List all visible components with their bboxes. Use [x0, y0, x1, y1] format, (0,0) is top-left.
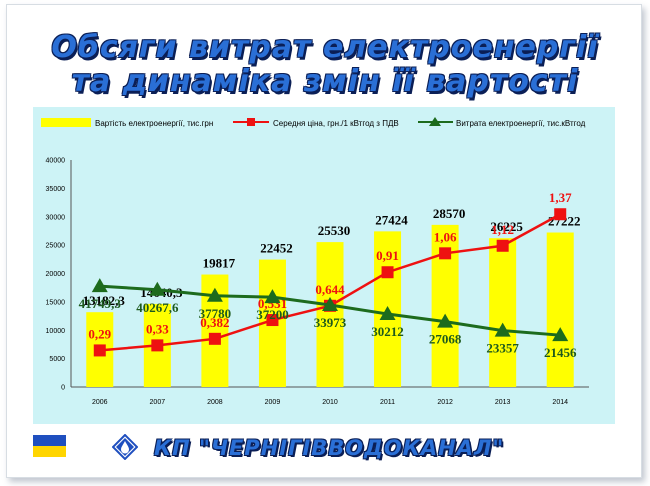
- bar: [546, 232, 574, 387]
- x-tick-label: 2009: [265, 399, 281, 406]
- y-tick-label: 0: [61, 385, 65, 392]
- legend-label-cost: Вартість електроенергії, тис.грн: [95, 119, 213, 128]
- price-marker: [93, 344, 106, 357]
- consumption-marker: [437, 313, 454, 328]
- consumption-value-label: 30212: [371, 324, 404, 339]
- y-tick-label: 40000: [46, 158, 66, 165]
- slide-title-line1: Обсяги витрат електроенергії: [51, 30, 599, 65]
- price-marker: [151, 339, 164, 352]
- consumption-data-labels: 41749,3 40267,6 37780 37200 33973 30212 27068 2…: [79, 296, 577, 360]
- price-marker: [496, 239, 509, 252]
- price-value-label: 1,06: [434, 229, 457, 244]
- consumption-value-label: 41749,3: [79, 296, 122, 311]
- bar-value-label: 27424: [375, 212, 408, 227]
- y-tick-label: 15000: [46, 299, 66, 306]
- price-value-label: 0,382: [200, 315, 229, 330]
- consumption-marker: [264, 289, 281, 304]
- price-value-label: 0,531: [258, 296, 287, 311]
- consumption-marker: [149, 281, 166, 296]
- legend-marker-price: [247, 118, 255, 126]
- y-tick-label: 35000: [46, 186, 66, 193]
- x-tick-label: 2007: [150, 399, 166, 406]
- price-marker: [439, 247, 452, 260]
- x-tick-labels: 2006 2007 2008 2009 2010 2011 2012 2013 2014: [92, 399, 568, 406]
- bar-value-label: 25530: [318, 223, 351, 238]
- consumption-value-label: 23357: [486, 341, 519, 356]
- consumption-marker: [322, 296, 338, 311]
- bar-value-label: 28570: [433, 206, 466, 221]
- bar-value-label: 26225: [490, 219, 523, 234]
- legend-swatch-bar: [41, 118, 91, 127]
- x-tick-label: 2014: [552, 399, 568, 406]
- y-tick-label: 30000: [46, 214, 66, 221]
- bar-data-labels: 13182,314640,319817224522553027424285702…: [83, 206, 581, 308]
- legend-marker-consumption: [429, 117, 441, 126]
- price-data-labels: 0,29 0,33 0,382 0,531 0,644 0,91 1,06 1,12 1,37: [88, 190, 572, 341]
- slide-title-line2: та динаміка змін її вартості: [71, 64, 579, 99]
- price-value-label: 0,29: [88, 326, 111, 341]
- consumption-value-label: 37200: [256, 307, 289, 322]
- price-marker: [208, 332, 221, 345]
- x-tick-label: 2011: [380, 399, 395, 406]
- consumption-marker: [552, 327, 569, 342]
- consumption-marker: [206, 287, 223, 302]
- price-value-label: 1,37: [549, 190, 572, 205]
- consumption-marker: [494, 322, 511, 337]
- consumption-line-series: [91, 278, 569, 342]
- y-tick-labels: 0 5000 10000 15000 20000 25000 30000 35000 40000: [46, 158, 66, 392]
- ukraine-flag-icon: [33, 435, 66, 457]
- consumption-value-label: 40267,6: [136, 300, 179, 315]
- price-value-label: 0,91: [376, 248, 399, 263]
- y-tick-label: 20000: [46, 271, 66, 278]
- bar-value-label: 19817: [203, 256, 236, 271]
- y-tick-label: 10000: [46, 328, 66, 335]
- consumption-marker: [91, 278, 108, 293]
- x-tick-label: 2006: [92, 399, 108, 406]
- footer-company-name: КП "ЧЕРНІГІВВОДОКАНАЛ": [154, 436, 505, 460]
- price-marker: [266, 314, 279, 327]
- water-drop-logo-icon: [112, 434, 138, 460]
- legend-label-consumption: Витрата електроенергії, тис.кВтгод: [456, 119, 586, 128]
- price-marker: [554, 208, 567, 221]
- x-tick-label: 2008: [207, 399, 223, 406]
- price-marker: [381, 266, 394, 279]
- bar: [489, 238, 517, 387]
- consumption-marker: [379, 306, 396, 321]
- consumption-value-label: 33973: [314, 315, 347, 330]
- x-tick-label: 2012: [437, 399, 453, 406]
- consumption-value-label: 27068: [429, 332, 462, 347]
- chart-panel: Вартість електроенергії, тис.грн Середня…: [33, 107, 615, 424]
- y-tick-label: 25000: [46, 243, 66, 250]
- consumption-value-label: 37780: [199, 306, 232, 321]
- legend-label-price: Середня ціна, грн./1 кВтгод з ПДВ: [273, 119, 399, 128]
- bar-value-label: 22452: [260, 241, 293, 256]
- x-tick-label: 2010: [322, 399, 338, 406]
- price-value-label: 0,644: [315, 282, 345, 297]
- x-tick-label: 2013: [495, 399, 511, 406]
- legend: Вартість електроенергії, тис.грн Середня…: [41, 117, 586, 128]
- price-value-label: 1,12: [491, 222, 514, 237]
- consumption-value-label: 21456: [544, 345, 577, 360]
- y-tick-label: 5000: [49, 356, 65, 363]
- bar-value-label: 13182,3: [83, 293, 126, 308]
- chart-svg: Вартість електроенергії, тис.грн Середня…: [41, 117, 589, 406]
- price-value-label: 0,33: [146, 321, 169, 336]
- bar: [316, 242, 344, 387]
